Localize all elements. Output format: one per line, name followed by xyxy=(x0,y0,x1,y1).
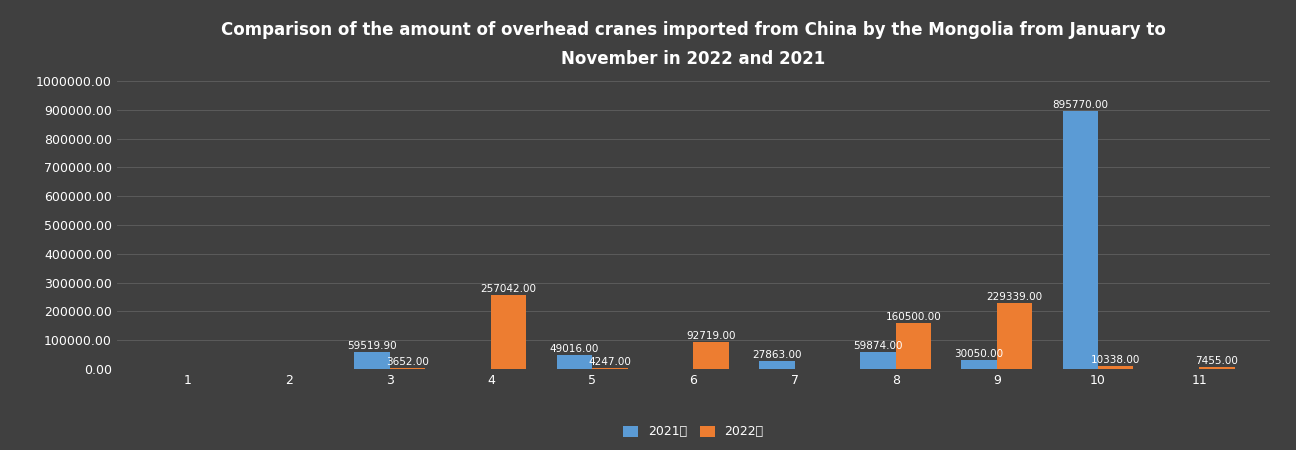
Text: 4247.00: 4247.00 xyxy=(588,356,631,367)
Bar xyxy=(1098,366,1134,369)
Text: 160500.00: 160500.00 xyxy=(885,311,941,322)
Text: 30050.00: 30050.00 xyxy=(955,349,1004,359)
Text: 229339.00: 229339.00 xyxy=(986,292,1043,302)
Bar xyxy=(896,323,931,369)
Bar xyxy=(390,368,425,369)
Text: 49016.00: 49016.00 xyxy=(550,344,599,354)
Bar xyxy=(962,360,997,369)
Text: 7455.00: 7455.00 xyxy=(1195,356,1239,366)
Text: 3652.00: 3652.00 xyxy=(386,357,429,367)
Bar xyxy=(861,352,896,369)
Text: 895770.00: 895770.00 xyxy=(1052,100,1108,110)
Bar xyxy=(491,295,526,369)
Text: 92719.00: 92719.00 xyxy=(687,331,736,341)
Bar xyxy=(592,368,627,369)
Text: 27863.00: 27863.00 xyxy=(752,350,802,360)
Bar xyxy=(759,361,794,369)
Text: 59519.90: 59519.90 xyxy=(347,341,397,351)
Bar xyxy=(354,352,390,369)
Bar xyxy=(1063,111,1098,369)
Text: 10338.00: 10338.00 xyxy=(1091,355,1140,365)
Bar xyxy=(997,303,1033,369)
Text: 59874.00: 59874.00 xyxy=(853,341,903,351)
Title: Comparison of the amount of overhead cranes imported from China by the Mongolia : Comparison of the amount of overhead cra… xyxy=(220,21,1166,68)
Bar xyxy=(557,355,592,369)
Text: 257042.00: 257042.00 xyxy=(481,284,537,294)
Bar xyxy=(1199,367,1235,369)
Legend: 2021年, 2022年: 2021年, 2022年 xyxy=(618,420,769,443)
Bar xyxy=(693,342,728,369)
